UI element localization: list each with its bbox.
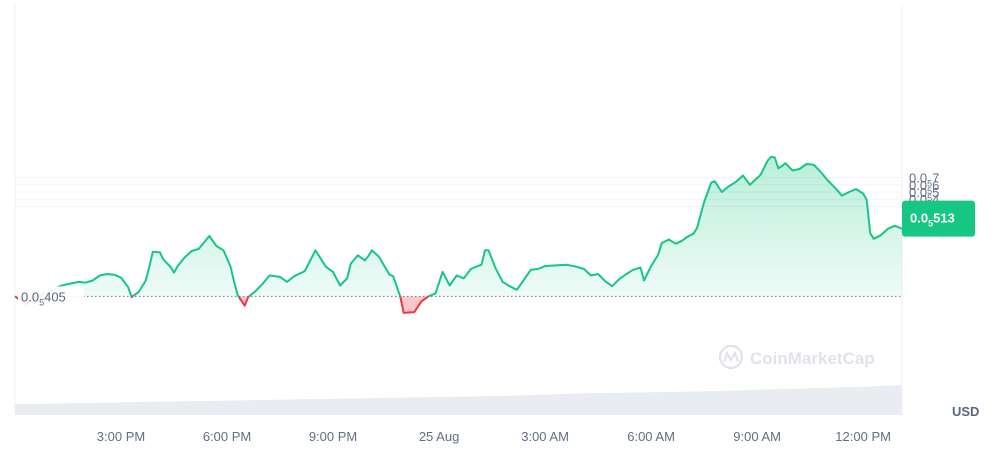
y-tick-rest: 7 — [932, 171, 939, 186]
y-tick-sub: 5 — [927, 186, 932, 196]
x-tick-label: 6:00 PM — [203, 429, 251, 444]
y-tick-sub: 5 — [927, 193, 932, 203]
x-tick-label: 3:00 AM — [521, 429, 569, 444]
x-tick-label: 12:00 PM — [835, 429, 891, 444]
y-tick-prefix: 0.0 — [909, 171, 927, 186]
baseline-label-prefix: 0.0 — [21, 289, 39, 304]
y-tick-prefix: 0.0 — [909, 178, 927, 193]
y-tick-prefix: 0.0 — [909, 185, 927, 200]
baseline-label-sub: 5 — [39, 297, 44, 307]
area-above-baseline — [15, 156, 902, 297]
currency-label: USD — [952, 404, 979, 419]
watermark-text: CoinMarketCap — [750, 349, 875, 368]
y-tick-rest: 5 — [932, 185, 939, 200]
price-area — [15, 156, 902, 313]
y-tick-sub: 5 — [927, 179, 932, 189]
grid-lines — [14, 5, 903, 415]
y-tick-label: 0.056 — [909, 178, 939, 196]
y-tick-label: 0.057 — [909, 171, 939, 189]
coinmarketcap-watermark: CoinMarketCap — [718, 344, 875, 370]
price-line-up — [14, 155, 903, 297]
svg-text:0.05513: 0.05513 — [910, 211, 955, 229]
y-tick-label: 0.055 — [909, 185, 939, 203]
x-axis: 3:00 PM 6:00 PM 9:00 PM 25 Aug 3:00 AM 6:00 A… — [97, 429, 891, 444]
svg-text:0.05405: 0.05405 — [21, 289, 66, 307]
y-tick-rest: 6 — [932, 178, 939, 193]
current-price-prefix: 0.0 — [910, 211, 928, 226]
x-tick-label: 3:00 PM — [97, 429, 145, 444]
volume-area — [15, 385, 902, 415]
x-tick-label: 6:00 AM — [627, 429, 675, 444]
price-line — [14, 155, 903, 314]
current-price-sub: 5 — [928, 219, 933, 229]
x-tick-label: 9:00 AM — [733, 429, 781, 444]
baseline-label-rest: 405 — [44, 289, 66, 304]
current-price-badge: 0.05513 — [902, 200, 975, 237]
x-tick-label: 25 Aug — [419, 429, 460, 444]
current-price-rest: 513 — [933, 211, 955, 226]
x-tick-label: 9:00 PM — [309, 429, 357, 444]
volume-bars — [15, 385, 902, 415]
y-tick-rest: 4 — [932, 192, 939, 207]
baseline-label: 0.05405 — [18, 286, 84, 307]
coinmarketcap-logo-icon — [718, 344, 744, 370]
